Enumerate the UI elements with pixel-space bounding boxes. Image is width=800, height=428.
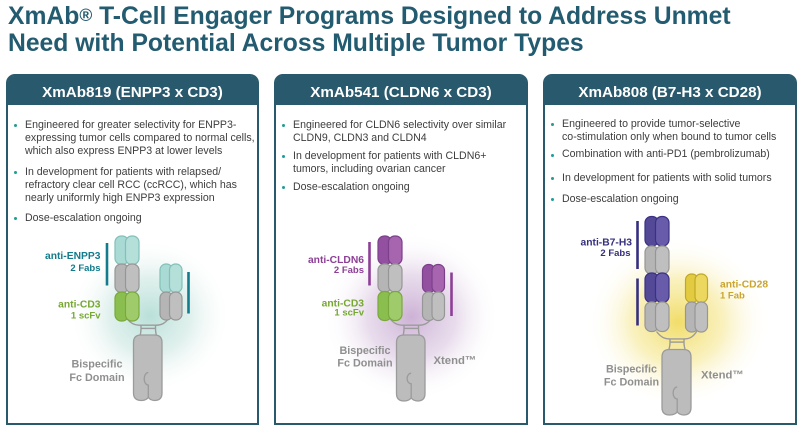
svg-text:anti-CD3: anti-CD3 — [58, 300, 101, 311]
svg-text:1 scFv: 1 scFv — [334, 308, 364, 319]
svg-text:anti-ENPP3: anti-ENPP3 — [45, 251, 101, 262]
svg-text:Fc Domain: Fc Domain — [604, 377, 659, 389]
svg-text:2 Fabs: 2 Fabs — [334, 265, 364, 276]
svg-text:Fc Domain: Fc Domain — [69, 372, 124, 384]
svg-text:Xtend™: Xtend™ — [701, 370, 744, 382]
svg-text:Bispecific: Bispecific — [71, 359, 122, 371]
svg-text:2 Fabs: 2 Fabs — [600, 248, 630, 259]
svg-text:anti-CD3: anti-CD3 — [322, 299, 365, 310]
svg-text:anti-B7-H3: anti-B7-H3 — [581, 238, 633, 249]
svg-text:Bispecific: Bispecific — [606, 364, 657, 376]
svg-text:1 scFv: 1 scFv — [71, 311, 101, 322]
svg-text:Bispecific: Bispecific — [339, 345, 390, 357]
svg-text:anti-CLDN6: anti-CLDN6 — [308, 255, 364, 266]
svg-text:Fc Domain: Fc Domain — [337, 358, 392, 370]
svg-text:anti-CD28: anti-CD28 — [720, 280, 768, 291]
svg-text:2 Fabs: 2 Fabs — [70, 263, 100, 274]
svg-text:Xtend™: Xtend™ — [434, 355, 477, 367]
svg-text:1 Fab: 1 Fab — [720, 291, 745, 302]
